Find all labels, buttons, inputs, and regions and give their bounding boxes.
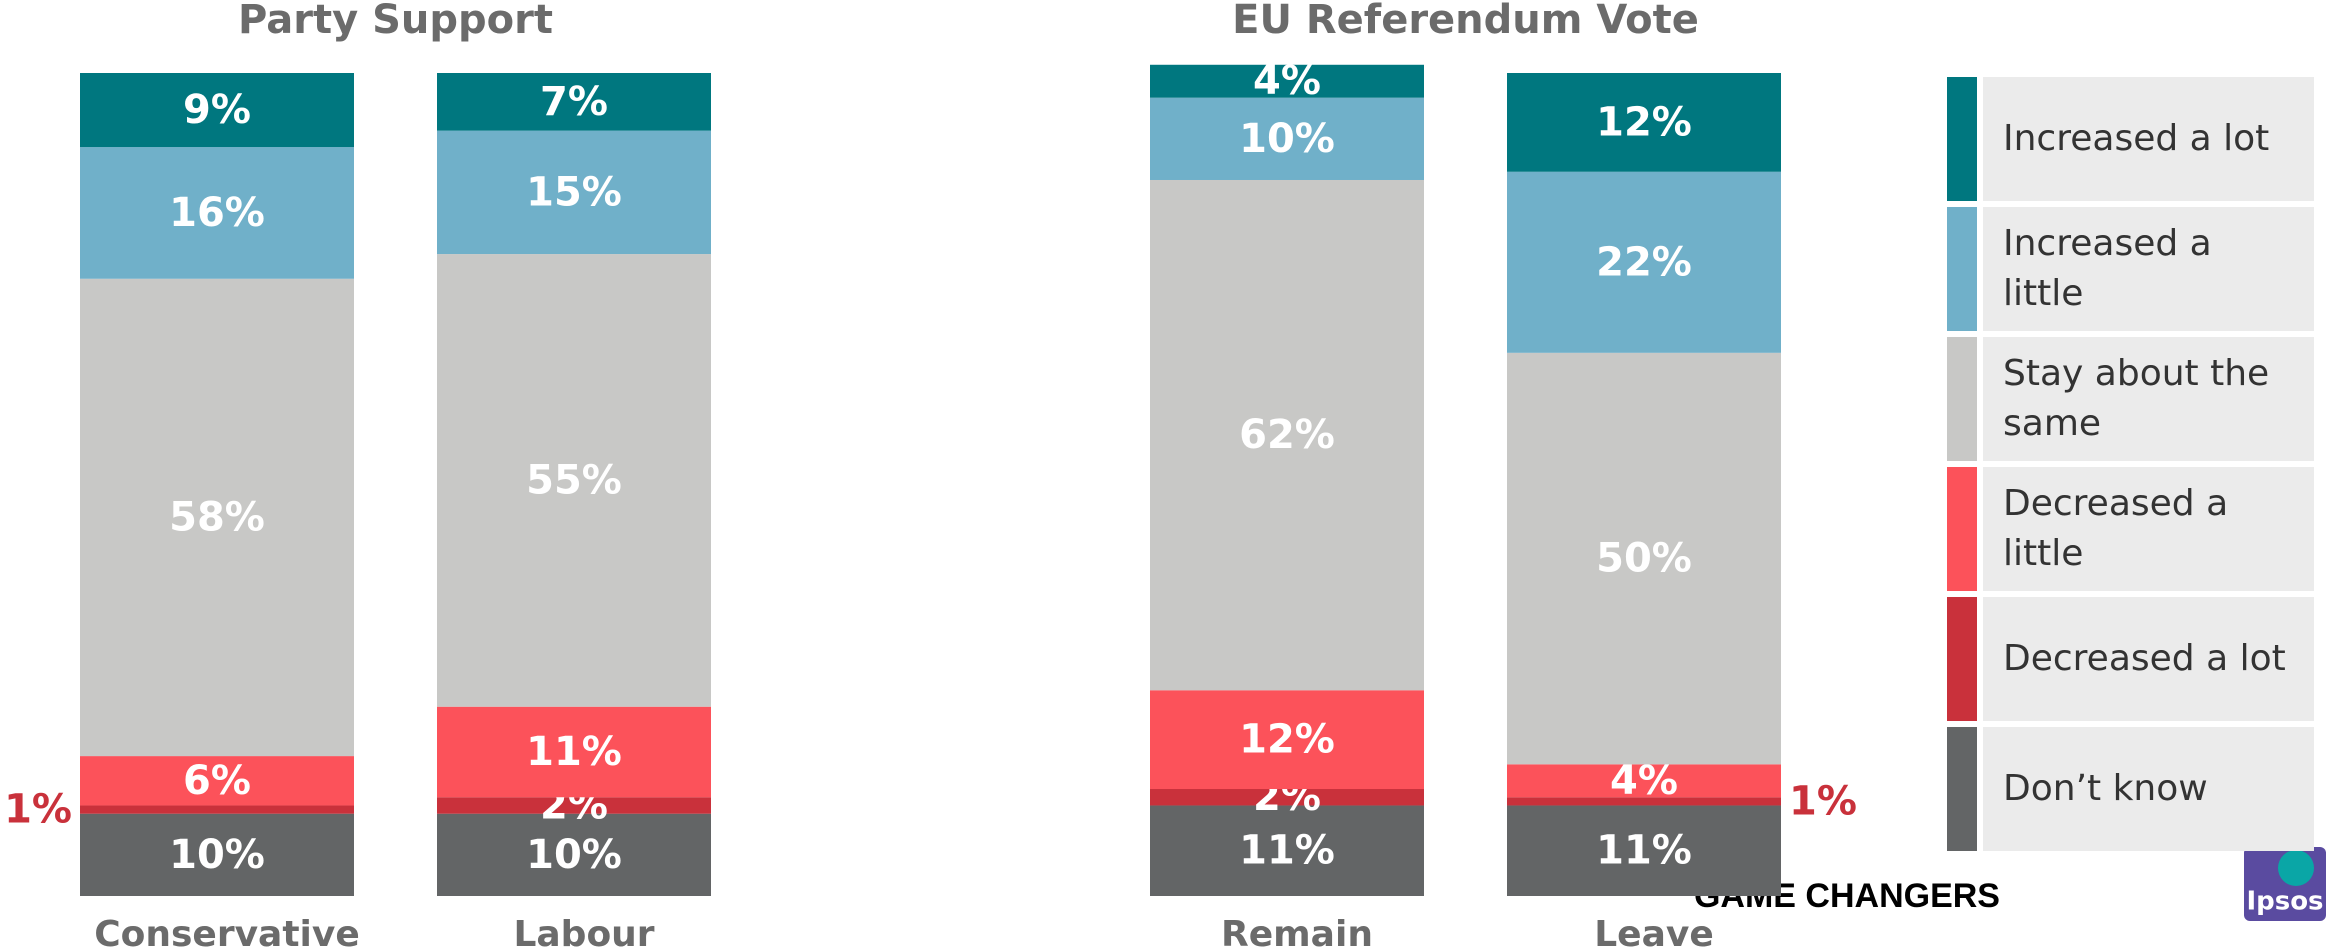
bar-segment [1150, 97, 1424, 180]
legend-label: Don’t know [1983, 727, 2314, 851]
data-label: 11% [1596, 828, 1692, 874]
data-label: 15% [526, 169, 622, 215]
data-label: 10% [169, 832, 265, 878]
bar-segment [1507, 805, 1781, 896]
legend-item: Increased a little [1947, 207, 2314, 331]
bar-segment [80, 813, 354, 896]
bar-segment [1150, 179, 1424, 691]
group-title: Party Support [238, 0, 553, 43]
legend-item: Decreased a lot [1947, 597, 2314, 721]
data-label: 16% [169, 190, 265, 236]
legend-label: Stay about the same [1983, 337, 2314, 461]
bar-segment [1507, 797, 1781, 806]
bar-segment [1507, 171, 1781, 353]
data-label: 10% [1239, 116, 1335, 162]
bar-segment [1150, 64, 1424, 98]
legend-label: Decreased a little [1983, 467, 2314, 591]
legend-swatch [1947, 77, 1977, 201]
x-tick-label: Labour [513, 914, 654, 951]
data-label: 4% [1610, 758, 1678, 804]
data-label: 11% [1239, 828, 1335, 874]
data-label: 1% [4, 787, 72, 833]
legend-swatch [1947, 337, 1977, 461]
legend-item: Decreased a little [1947, 467, 2314, 591]
legend-item: Stay about the same [1947, 337, 2314, 461]
legend-swatch [1947, 467, 1977, 591]
data-label: 58% [169, 494, 265, 540]
bar-segment [1150, 789, 1424, 806]
logo-text: Ipsos [2246, 887, 2323, 917]
bar-segment [80, 278, 354, 757]
logo-icon [2278, 850, 2314, 886]
bar-segment [437, 797, 711, 814]
legend-swatch [1947, 207, 1977, 331]
bar-segment [1150, 805, 1424, 896]
legend-item: Don’t know [1947, 727, 2314, 851]
legend-swatch [1947, 597, 1977, 721]
legend-swatch [1947, 727, 1977, 851]
bar-segment [80, 805, 354, 814]
bar-segment [1150, 690, 1424, 790]
legend-label: Increased a little [1983, 207, 2314, 331]
data-label: 4% [1253, 58, 1321, 104]
data-label: 50% [1596, 536, 1692, 582]
data-label: 55% [526, 457, 622, 503]
bar-segment [80, 147, 354, 279]
bar-segment [437, 130, 711, 255]
group-title: EU Referendum Vote [1232, 0, 1699, 43]
x-tick-label: Remain [1221, 914, 1373, 951]
bar-segment [1507, 352, 1781, 765]
data-label: 6% [183, 758, 251, 804]
data-label: 62% [1239, 412, 1335, 458]
bar-segment [80, 73, 354, 148]
data-label: 12% [1596, 99, 1692, 145]
data-label: 11% [526, 729, 622, 775]
legend-label: Decreased a lot [1983, 597, 2314, 721]
bar-segment [437, 706, 711, 798]
x-tick-label: Conservative [94, 914, 360, 951]
legend-item: Increased a lot [1947, 77, 2314, 201]
data-label: 12% [1239, 717, 1335, 763]
data-label: 1% [1789, 778, 1857, 824]
bar-segment [437, 254, 711, 707]
data-label: 22% [1596, 239, 1692, 285]
bar-segment [437, 813, 711, 896]
x-tick-label: Leave [1594, 914, 1714, 951]
data-label: 7% [540, 79, 608, 125]
bar-segment [1507, 764, 1781, 798]
bar-segment [1507, 73, 1781, 172]
bar-segment [437, 73, 711, 131]
data-label: 10% [526, 832, 622, 878]
data-label: 9% [183, 87, 251, 133]
bar-segment [80, 756, 354, 806]
legend-label: Increased a lot [1983, 77, 2314, 201]
